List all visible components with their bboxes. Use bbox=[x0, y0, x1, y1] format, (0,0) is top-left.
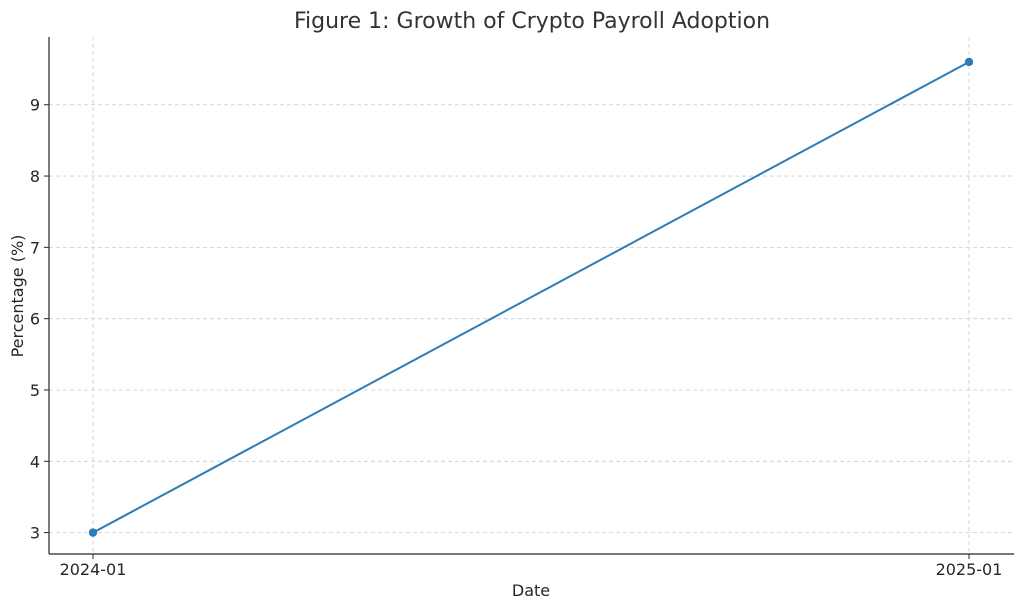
x-axis-ticks: 2024-01 2025-01 bbox=[60, 554, 1003, 579]
y-tick-label: 7 bbox=[30, 238, 40, 257]
chart-title: Figure 1: Growth of Crypto Payroll Adopt… bbox=[294, 9, 770, 34]
y-tick-label: 4 bbox=[30, 452, 40, 471]
x-axis-label: Date bbox=[512, 581, 550, 600]
y-axis-label: Percentage (%) bbox=[8, 235, 27, 358]
y-tick-label: 8 bbox=[30, 167, 40, 186]
data-point bbox=[88, 528, 98, 537]
y-tick-label: 3 bbox=[30, 524, 40, 543]
axes-frame bbox=[48, 37, 1014, 555]
y-axis-ticks: 3 4 5 6 7 8 9 bbox=[30, 96, 49, 543]
data-point bbox=[964, 57, 974, 67]
y-tick-label: 9 bbox=[30, 96, 40, 115]
x-tick-label: 2025-01 bbox=[936, 560, 1003, 579]
grid bbox=[49, 37, 1014, 554]
y-tick-label: 5 bbox=[30, 381, 40, 400]
x-tick-label: 2024-01 bbox=[60, 560, 127, 579]
y-tick-label: 6 bbox=[30, 310, 40, 329]
series-line bbox=[92, 61, 970, 534]
series-layer bbox=[88, 57, 974, 537]
